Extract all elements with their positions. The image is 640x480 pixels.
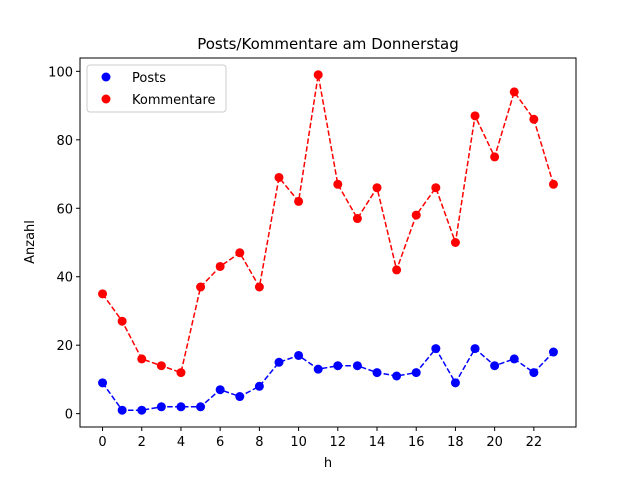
- x-axis-label: h: [324, 456, 332, 471]
- point: [470, 111, 480, 121]
- point: [333, 179, 343, 189]
- plot-frame: [79, 57, 577, 428]
- point: [548, 179, 558, 189]
- chart-title: Posts/Kommentare am Donnerstag: [197, 35, 459, 53]
- y-tick-label: 20: [56, 339, 73, 354]
- point: [98, 289, 108, 299]
- point: [215, 261, 225, 271]
- point: [509, 87, 519, 97]
- point: [117, 316, 127, 326]
- point: [431, 183, 441, 193]
- y-tick-label: 0: [65, 408, 73, 423]
- x-tick-label: 2: [138, 435, 146, 450]
- x-tick-label: 18: [447, 435, 464, 450]
- point: [254, 381, 264, 391]
- point: [372, 183, 382, 193]
- point: [215, 385, 225, 395]
- point: [529, 368, 539, 378]
- x-tick-label: 4: [177, 435, 185, 450]
- point: [529, 114, 539, 124]
- point: [352, 361, 362, 371]
- point: [235, 392, 245, 402]
- point: [117, 405, 127, 415]
- point: [294, 196, 304, 206]
- point: [254, 282, 264, 292]
- x-tick-label: 10: [290, 435, 307, 450]
- x-tick-label: 22: [526, 435, 543, 450]
- point: [137, 405, 147, 415]
- y-tick-label: 60: [56, 202, 73, 217]
- point: [411, 368, 421, 378]
- legend-marker: [101, 72, 111, 82]
- x-tick-label: 6: [216, 435, 224, 450]
- legend-label: Posts: [132, 71, 166, 86]
- x-tick-label: 8: [255, 435, 263, 450]
- point: [274, 357, 284, 367]
- point: [156, 361, 166, 371]
- point: [431, 344, 441, 354]
- point: [411, 210, 421, 220]
- point: [470, 344, 480, 354]
- y-tick-label: 40: [56, 271, 73, 286]
- x-tick-label: 0: [98, 435, 106, 450]
- x-tick-label: 12: [330, 435, 347, 450]
- point: [294, 350, 304, 360]
- point: [196, 402, 206, 412]
- x-tick-label: 14: [369, 435, 386, 450]
- point: [450, 238, 460, 247]
- point: [176, 368, 186, 378]
- point: [196, 282, 206, 292]
- point: [392, 265, 402, 275]
- point: [509, 354, 519, 364]
- legend-marker: [101, 94, 111, 104]
- legend-label: Kommentare: [132, 93, 216, 108]
- point: [98, 378, 108, 388]
- y-tick-label: 80: [56, 134, 73, 149]
- point: [313, 364, 323, 374]
- point: [333, 361, 343, 371]
- point: [392, 371, 402, 381]
- point: [235, 248, 245, 258]
- point: [313, 70, 323, 80]
- y-tick-label: 100: [48, 65, 73, 80]
- point: [450, 378, 460, 388]
- legend-box: [86, 64, 227, 113]
- y-axis-label: Anzahl: [23, 220, 38, 264]
- point: [352, 214, 362, 224]
- x-tick-label: 20: [486, 435, 503, 450]
- point: [176, 402, 186, 412]
- point: [137, 354, 147, 364]
- point: [274, 172, 284, 182]
- point: [156, 402, 166, 412]
- x-tick-label: 16: [408, 435, 425, 450]
- point: [490, 152, 500, 162]
- point: [548, 347, 558, 357]
- point: [372, 368, 382, 378]
- point: [490, 361, 500, 371]
